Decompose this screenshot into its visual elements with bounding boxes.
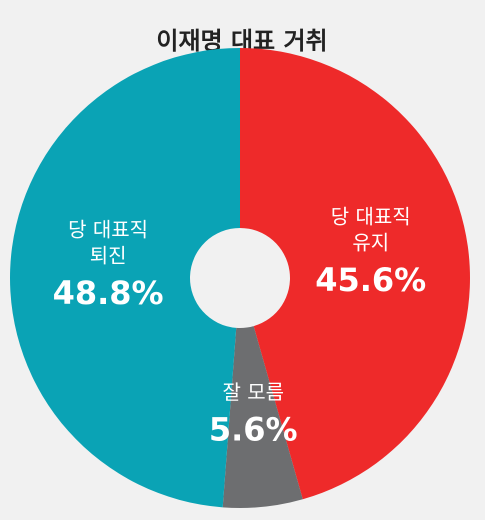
slice-label: 유지 [352, 230, 389, 254]
value-label: 5.6% [209, 410, 298, 448]
slice-label: 당 대표직 [68, 218, 148, 242]
slice-label: 잘 모름 [222, 380, 284, 404]
slice-label: 퇴진 [90, 244, 127, 268]
slice [10, 48, 240, 508]
slice [240, 48, 470, 500]
slice-label: 당 대표직 [331, 204, 411, 228]
value-label: 45.6% [315, 261, 426, 299]
slice [222, 326, 303, 508]
value-label: 48.8% [53, 274, 164, 312]
